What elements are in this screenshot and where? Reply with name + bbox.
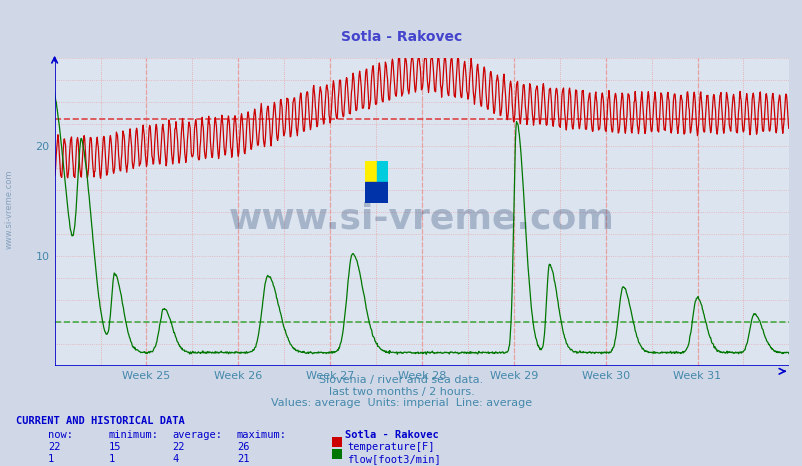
Text: 1: 1	[108, 454, 115, 464]
Text: temperature[F]: temperature[F]	[346, 442, 434, 452]
Text: www.si-vreme.com: www.si-vreme.com	[5, 170, 14, 249]
Text: Values: average  Units: imperial  Line: average: Values: average Units: imperial Line: av…	[270, 398, 532, 408]
Text: average:: average:	[172, 430, 222, 440]
Text: 21: 21	[237, 454, 249, 464]
Text: 4: 4	[172, 454, 179, 464]
Text: www.si-vreme.com: www.si-vreme.com	[229, 201, 614, 235]
Text: Sotla - Rakovec: Sotla - Rakovec	[345, 430, 439, 440]
Bar	[365, 182, 387, 203]
Text: maximum:: maximum:	[237, 430, 286, 440]
Bar	[365, 161, 376, 182]
Text: 1: 1	[48, 454, 55, 464]
Text: last two months / 2 hours.: last two months / 2 hours.	[328, 387, 474, 397]
Text: Slovenia / river and sea data.: Slovenia / river and sea data.	[319, 375, 483, 385]
Text: flow[foot3/min]: flow[foot3/min]	[346, 454, 440, 464]
Text: now:: now:	[48, 430, 73, 440]
Text: 26: 26	[237, 442, 249, 452]
Bar	[376, 161, 387, 182]
Text: Sotla - Rakovec: Sotla - Rakovec	[341, 30, 461, 44]
Text: 22: 22	[172, 442, 185, 452]
Text: 15: 15	[108, 442, 121, 452]
Text: minimum:: minimum:	[108, 430, 158, 440]
Text: CURRENT AND HISTORICAL DATA: CURRENT AND HISTORICAL DATA	[16, 416, 184, 425]
Text: 22: 22	[48, 442, 61, 452]
